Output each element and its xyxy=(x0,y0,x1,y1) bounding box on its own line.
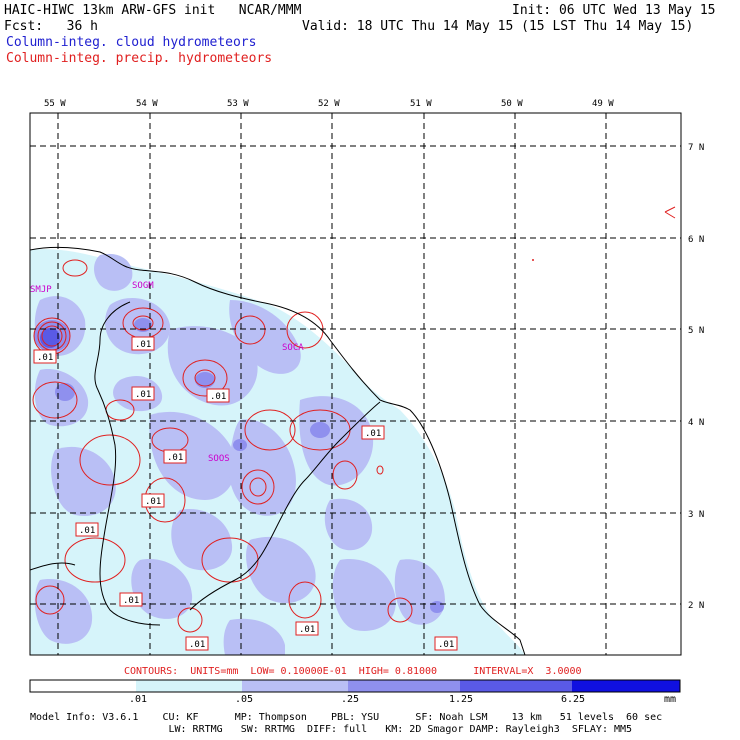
lat-label: 2 N xyxy=(688,601,704,611)
svg-text:.01: .01 xyxy=(37,353,53,363)
station-soca: SOCA xyxy=(282,343,304,353)
valid-time: Valid: 18 UTC Thu 14 May 15 (15 LST Thu … xyxy=(302,19,694,34)
plot-title: HAIC-HIWC 13km ARW-GFS init NCAR/MMM xyxy=(4,3,302,18)
contour-label-box: .01 xyxy=(119,592,143,607)
contour-label-box: .01 xyxy=(141,493,165,508)
contour-label-box: .01 xyxy=(185,636,209,651)
model-info-line2: LW: RRTMG SW: RRTMG DIFF: full KM: 2D Sm… xyxy=(30,724,633,735)
svg-text:.01: .01 xyxy=(145,497,161,507)
colorbar-tick: .01 xyxy=(129,694,148,705)
svg-text:.01: .01 xyxy=(189,640,205,650)
field-cloud-label: Column-integ. cloud hydrometeors xyxy=(6,35,257,50)
lon-label: 52 W xyxy=(318,99,340,109)
svg-text:.01: .01 xyxy=(135,340,151,350)
lat-label: 6 N xyxy=(688,235,704,245)
lon-label: 55 W xyxy=(44,99,66,109)
lat-label: 5 N xyxy=(688,326,704,336)
station-sogm: SOGM xyxy=(132,281,154,291)
lon-label: 50 W xyxy=(501,99,523,109)
lat-label: 3 N xyxy=(688,510,704,520)
colorbar-tick: .25 xyxy=(341,694,360,705)
lon-label: 49 W xyxy=(592,99,614,109)
colorbar-tick: .05 xyxy=(235,694,254,705)
map-frame xyxy=(29,112,682,656)
contour-label-box: .01 xyxy=(163,449,187,464)
contour-label-box: .01 xyxy=(131,336,155,351)
lat-label: 7 N xyxy=(688,143,704,153)
colorbar-units: mm xyxy=(664,694,677,705)
contour-label-box: .01 xyxy=(295,621,319,636)
field-precip-label: Column-integ. precip. hydrometeors xyxy=(6,51,273,66)
lon-label: 51 W xyxy=(410,99,432,109)
coastline xyxy=(30,246,526,655)
lat-label: 4 N xyxy=(688,418,704,428)
svg-text:.01: .01 xyxy=(299,625,315,635)
station-soos: SOOS xyxy=(208,454,230,464)
contours-info: CONTOURS: UNITS=mm LOW= 0.10000E-01 HIGH… xyxy=(124,666,582,677)
contour-labels: .01 .01 .01 .01 .01 .01 .01 .01 .01 .01 … xyxy=(33,336,458,651)
svg-text:.01: .01 xyxy=(123,596,139,606)
graticule xyxy=(30,113,681,655)
station-smjp: SMJP xyxy=(30,285,52,295)
contour-label-box: .01 xyxy=(75,522,99,537)
colorbar xyxy=(29,679,681,693)
svg-text:.01: .01 xyxy=(135,390,151,400)
contour-label-box: .01 xyxy=(206,388,230,403)
svg-text:.01: .01 xyxy=(167,453,183,463)
colorbar-tick: 6.25 xyxy=(561,694,586,705)
svg-text:.01: .01 xyxy=(210,392,226,402)
colorbar-tick: 1.25 xyxy=(449,694,474,705)
init-time: Init: 06 UTC Wed 13 May 15 xyxy=(512,3,716,18)
forecast-hour: Fcst: 36 h xyxy=(4,19,98,34)
model-info-line1: Model Info: V3.6.1 CU: KF MP: Thompson P… xyxy=(30,712,663,723)
lon-label: 54 W xyxy=(136,99,158,109)
contour-label-box: .01 xyxy=(33,349,57,364)
cloud-field-shading xyxy=(30,249,525,655)
svg-text:.01: .01 xyxy=(79,526,95,536)
svg-text:.01: .01 xyxy=(438,640,454,650)
contour-label-box: .01 xyxy=(131,386,155,401)
contour-label-box: .01 xyxy=(361,425,385,440)
contour-label-box: .01 xyxy=(434,636,458,651)
svg-text:.01: .01 xyxy=(365,429,381,439)
lon-label: 53 W xyxy=(227,99,249,109)
